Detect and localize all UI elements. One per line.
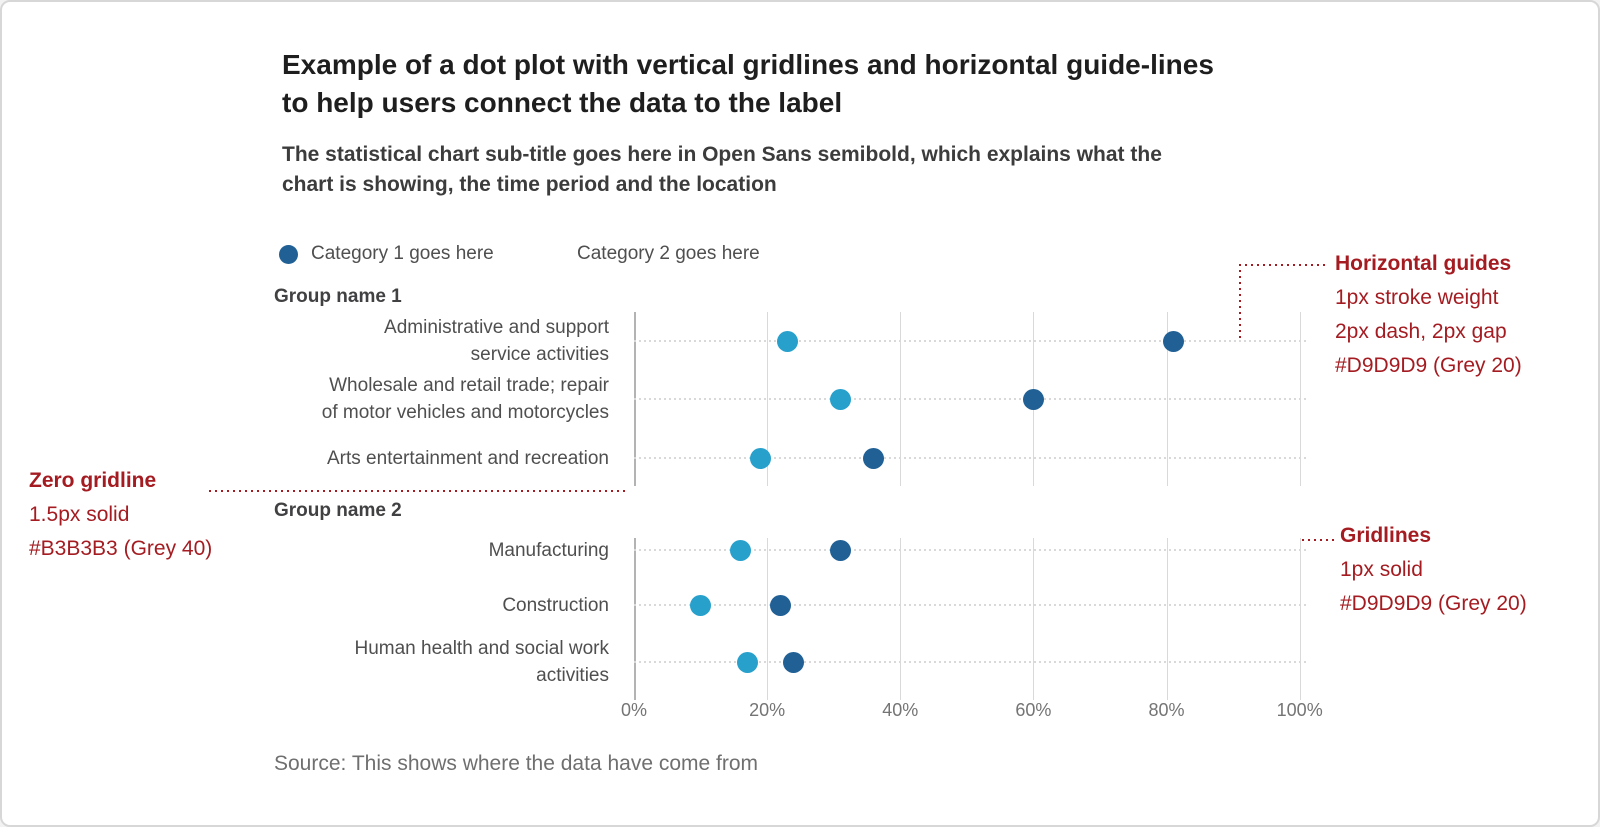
group-label: Group name 2 — [274, 500, 402, 521]
annotation-gridlines-heading: Gridlines — [1340, 524, 1432, 547]
row-label: Human health and social work activities — [229, 635, 609, 689]
row-label-line: Construction — [502, 594, 609, 616]
row-label: Construction — [229, 592, 609, 619]
source-note: Source: This shows where the data have c… — [274, 752, 759, 775]
group-label: Group name 1 — [274, 286, 402, 307]
x-axis-tick-label: 20% — [749, 700, 786, 720]
x-axis-tick-label: 0% — [620, 700, 648, 720]
row-label-line: activities — [536, 665, 609, 686]
x-axis-tick-label: 40% — [882, 700, 919, 720]
category-1-dot-icon — [279, 244, 298, 264]
annotation-horizontal-guides: Horizontal guides 1px stroke weight 2px … — [1335, 247, 1522, 383]
annotation-gridlines-line-1: 1px solid — [1340, 558, 1423, 581]
row-label-line: Manufacturing — [488, 539, 609, 561]
chart-title-line-2: to help users connect the data to the la… — [282, 87, 843, 118]
annotation-zero-gridline: Zero gridline 1.5px solid #B3B3B3 (Grey … — [29, 464, 212, 566]
annotation-horizontal-guides-line-2: 2px dash, 2px gap — [1335, 320, 1507, 343]
chart-title-line-1: Example of a dot plot with vertical grid… — [282, 49, 1214, 80]
horizontal-guide-line — [634, 604, 1308, 606]
category-1-dot — [769, 594, 791, 616]
horizontal-guide-line — [634, 549, 1308, 551]
row-label-line: Human health and social work — [354, 638, 609, 659]
legend-label-category-1: Category 1 goes here — [311, 243, 494, 264]
category-2-dot — [829, 388, 851, 410]
x-axis-tick-label: 80% — [1148, 700, 1185, 720]
vertical-gridline — [1166, 538, 1168, 700]
plot-block — [634, 312, 1308, 486]
category-2-dot — [730, 539, 751, 561]
annotation-gridlines: Gridlines 1px solid #D9D9D9 (Grey 20) — [1340, 519, 1527, 621]
zero-gridline-leader-line — [209, 490, 627, 492]
row-label-line: service activities — [470, 344, 609, 365]
legend-item-category-1: Category 1 goes here — [279, 242, 494, 266]
row-label: Manufacturing — [229, 537, 609, 564]
row-label-line: Wholesale and retail trade; repair — [329, 375, 609, 396]
category-1-dot — [1162, 330, 1184, 352]
x-axis-tick-label: 100% — [1276, 700, 1323, 720]
chart-subtitle: The statistical chart sub-title goes her… — [282, 140, 1312, 200]
plot-block — [634, 538, 1308, 700]
annotation-gridlines-line-2: #D9D9D9 (Grey 20) — [1340, 592, 1527, 615]
vertical-gridline — [900, 538, 902, 700]
category-2-dot — [690, 594, 712, 616]
row-label: Arts entertainment and recreation — [229, 445, 609, 472]
annotation-zero-gridline-heading: Zero gridline — [29, 469, 157, 492]
x-axis-tick-label: 60% — [1015, 700, 1052, 720]
gridlines-leader-line — [1302, 539, 1334, 541]
category-2-dot — [736, 651, 758, 673]
row-label-line: Administrative and support — [384, 317, 609, 338]
row-label-line: of motor vehicles and motorcycles — [321, 402, 609, 423]
chart-subtitle-line-2: chart is showing, the time period and th… — [282, 173, 777, 196]
vertical-gridline — [767, 538, 769, 700]
category-1-dot — [863, 447, 885, 469]
row-label: Administrative and support service activi… — [229, 314, 609, 368]
chart-title: Example of a dot plot with vertical grid… — [282, 46, 1352, 122]
annotation-zero-gridline-line-2: #B3B3B3 (Grey 40) — [29, 537, 213, 560]
horizontal-guide-line — [634, 661, 1308, 663]
row-label: Wholesale and retail trade; repair of mot… — [229, 372, 609, 426]
category-2-dot — [749, 447, 771, 469]
annotation-horizontal-guides-heading: Horizontal guides — [1335, 252, 1512, 275]
zero-gridline — [634, 538, 636, 700]
chart-subtitle-line-1: The statistical chart sub-title goes her… — [282, 143, 1162, 166]
horizontal-guide-line — [634, 340, 1308, 342]
horizontal-guides-leader-elbow — [1239, 264, 1241, 338]
legend-label-category-2: Category 2 goes here — [577, 243, 760, 264]
row-label-line: Arts entertainment and recreation — [327, 447, 609, 469]
legend-item-category-2: Category 2 goes here — [577, 242, 760, 266]
annotation-zero-gridline-line-1: 1.5px solid — [29, 503, 130, 526]
horizontal-guide-line — [634, 457, 1308, 459]
category-1-dot — [1022, 388, 1044, 410]
vertical-gridline — [1299, 538, 1301, 700]
annotation-horizontal-guides-line-1: 1px stroke weight — [1335, 286, 1499, 309]
horizontal-guide-line — [634, 398, 1308, 400]
category-1-dot — [829, 539, 851, 561]
annotation-horizontal-guides-line-3: #D9D9D9 (Grey 20) — [1335, 354, 1522, 377]
category-2-dot — [776, 330, 798, 352]
vertical-gridline — [1033, 538, 1035, 700]
horizontal-guides-leader-line — [1239, 264, 1329, 266]
category-1-dot — [783, 651, 805, 673]
